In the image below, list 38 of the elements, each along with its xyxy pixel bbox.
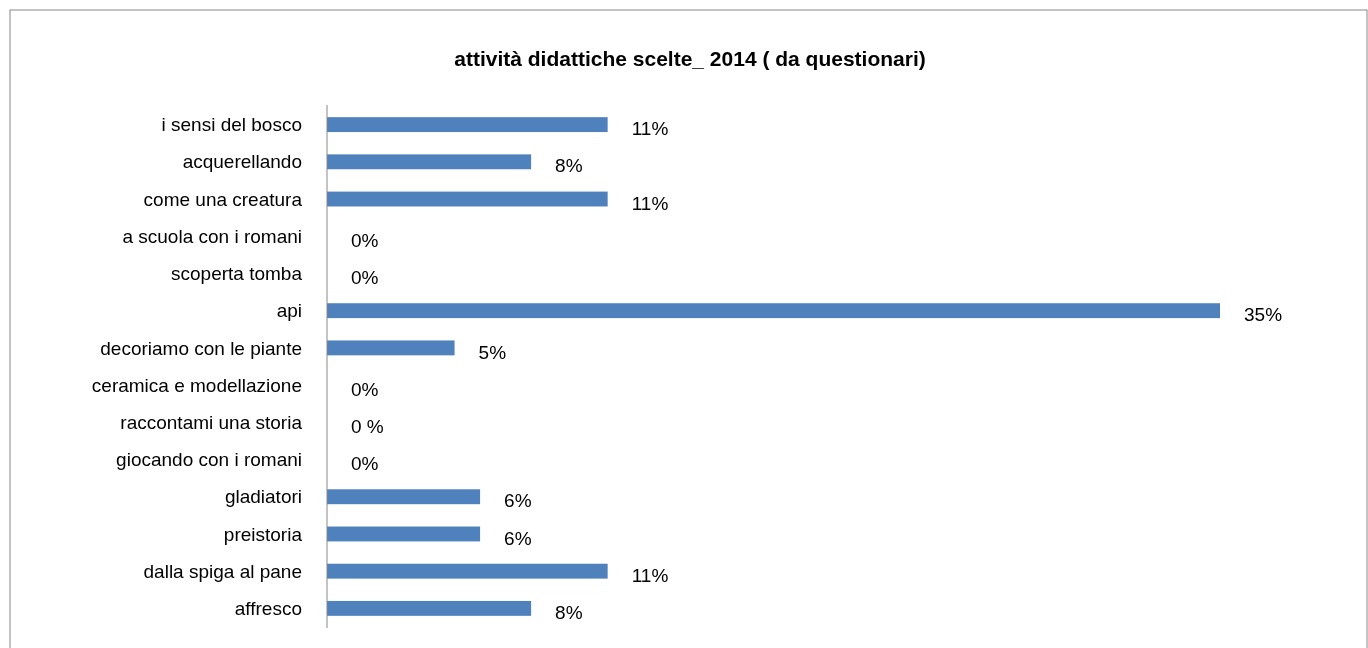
y-tick-label: gladiatori [224,486,302,508]
bar [327,191,608,207]
data-label: 8% [555,602,583,624]
y-tick-label: dalla spiga al pane [143,560,302,582]
data-label: 5% [478,341,507,363]
data-label: 35% [1244,304,1283,326]
y-tick-label: affresco [234,598,302,620]
y-tick-label: ceramica e modellazione [91,374,302,396]
chart-title: attività didattiche scelte_ 2014 ( da questionari) [454,47,926,70]
bar [327,526,481,542]
bar [327,600,532,616]
data-label: 0% [351,229,379,251]
data-label: 0% [351,453,379,475]
y-tick-label: i sensi del bosco [161,114,302,136]
data-label: 0% [351,267,379,289]
data-label: 6% [504,490,532,512]
data-label: 6% [504,527,532,549]
y-tick-label: acquerellando [182,151,302,173]
data-label: 11% [631,118,669,140]
y-tick-label: scoperta tomba [171,263,303,285]
data-label: 11% [631,564,669,586]
bar [327,303,1220,319]
data-label: 11% [631,192,669,214]
bar [327,117,608,133]
data-label: 0 % [351,415,384,437]
y-tick-label: decoriamo con le piante [100,337,302,359]
bar [327,489,481,505]
y-tick-label: preistoria [223,523,303,545]
data-label: 0% [351,378,379,400]
bar [327,154,532,170]
bar [327,563,608,579]
data-label: 8% [555,155,583,177]
y-tick-label: api [276,300,302,322]
y-tick-label: come una creatura [143,188,303,210]
y-tick-label: raccontami una storia [120,411,303,433]
bar [327,340,455,356]
y-tick-label: giocando con i romani [116,449,302,471]
y-tick-label: a scuola con i romani [122,225,302,247]
